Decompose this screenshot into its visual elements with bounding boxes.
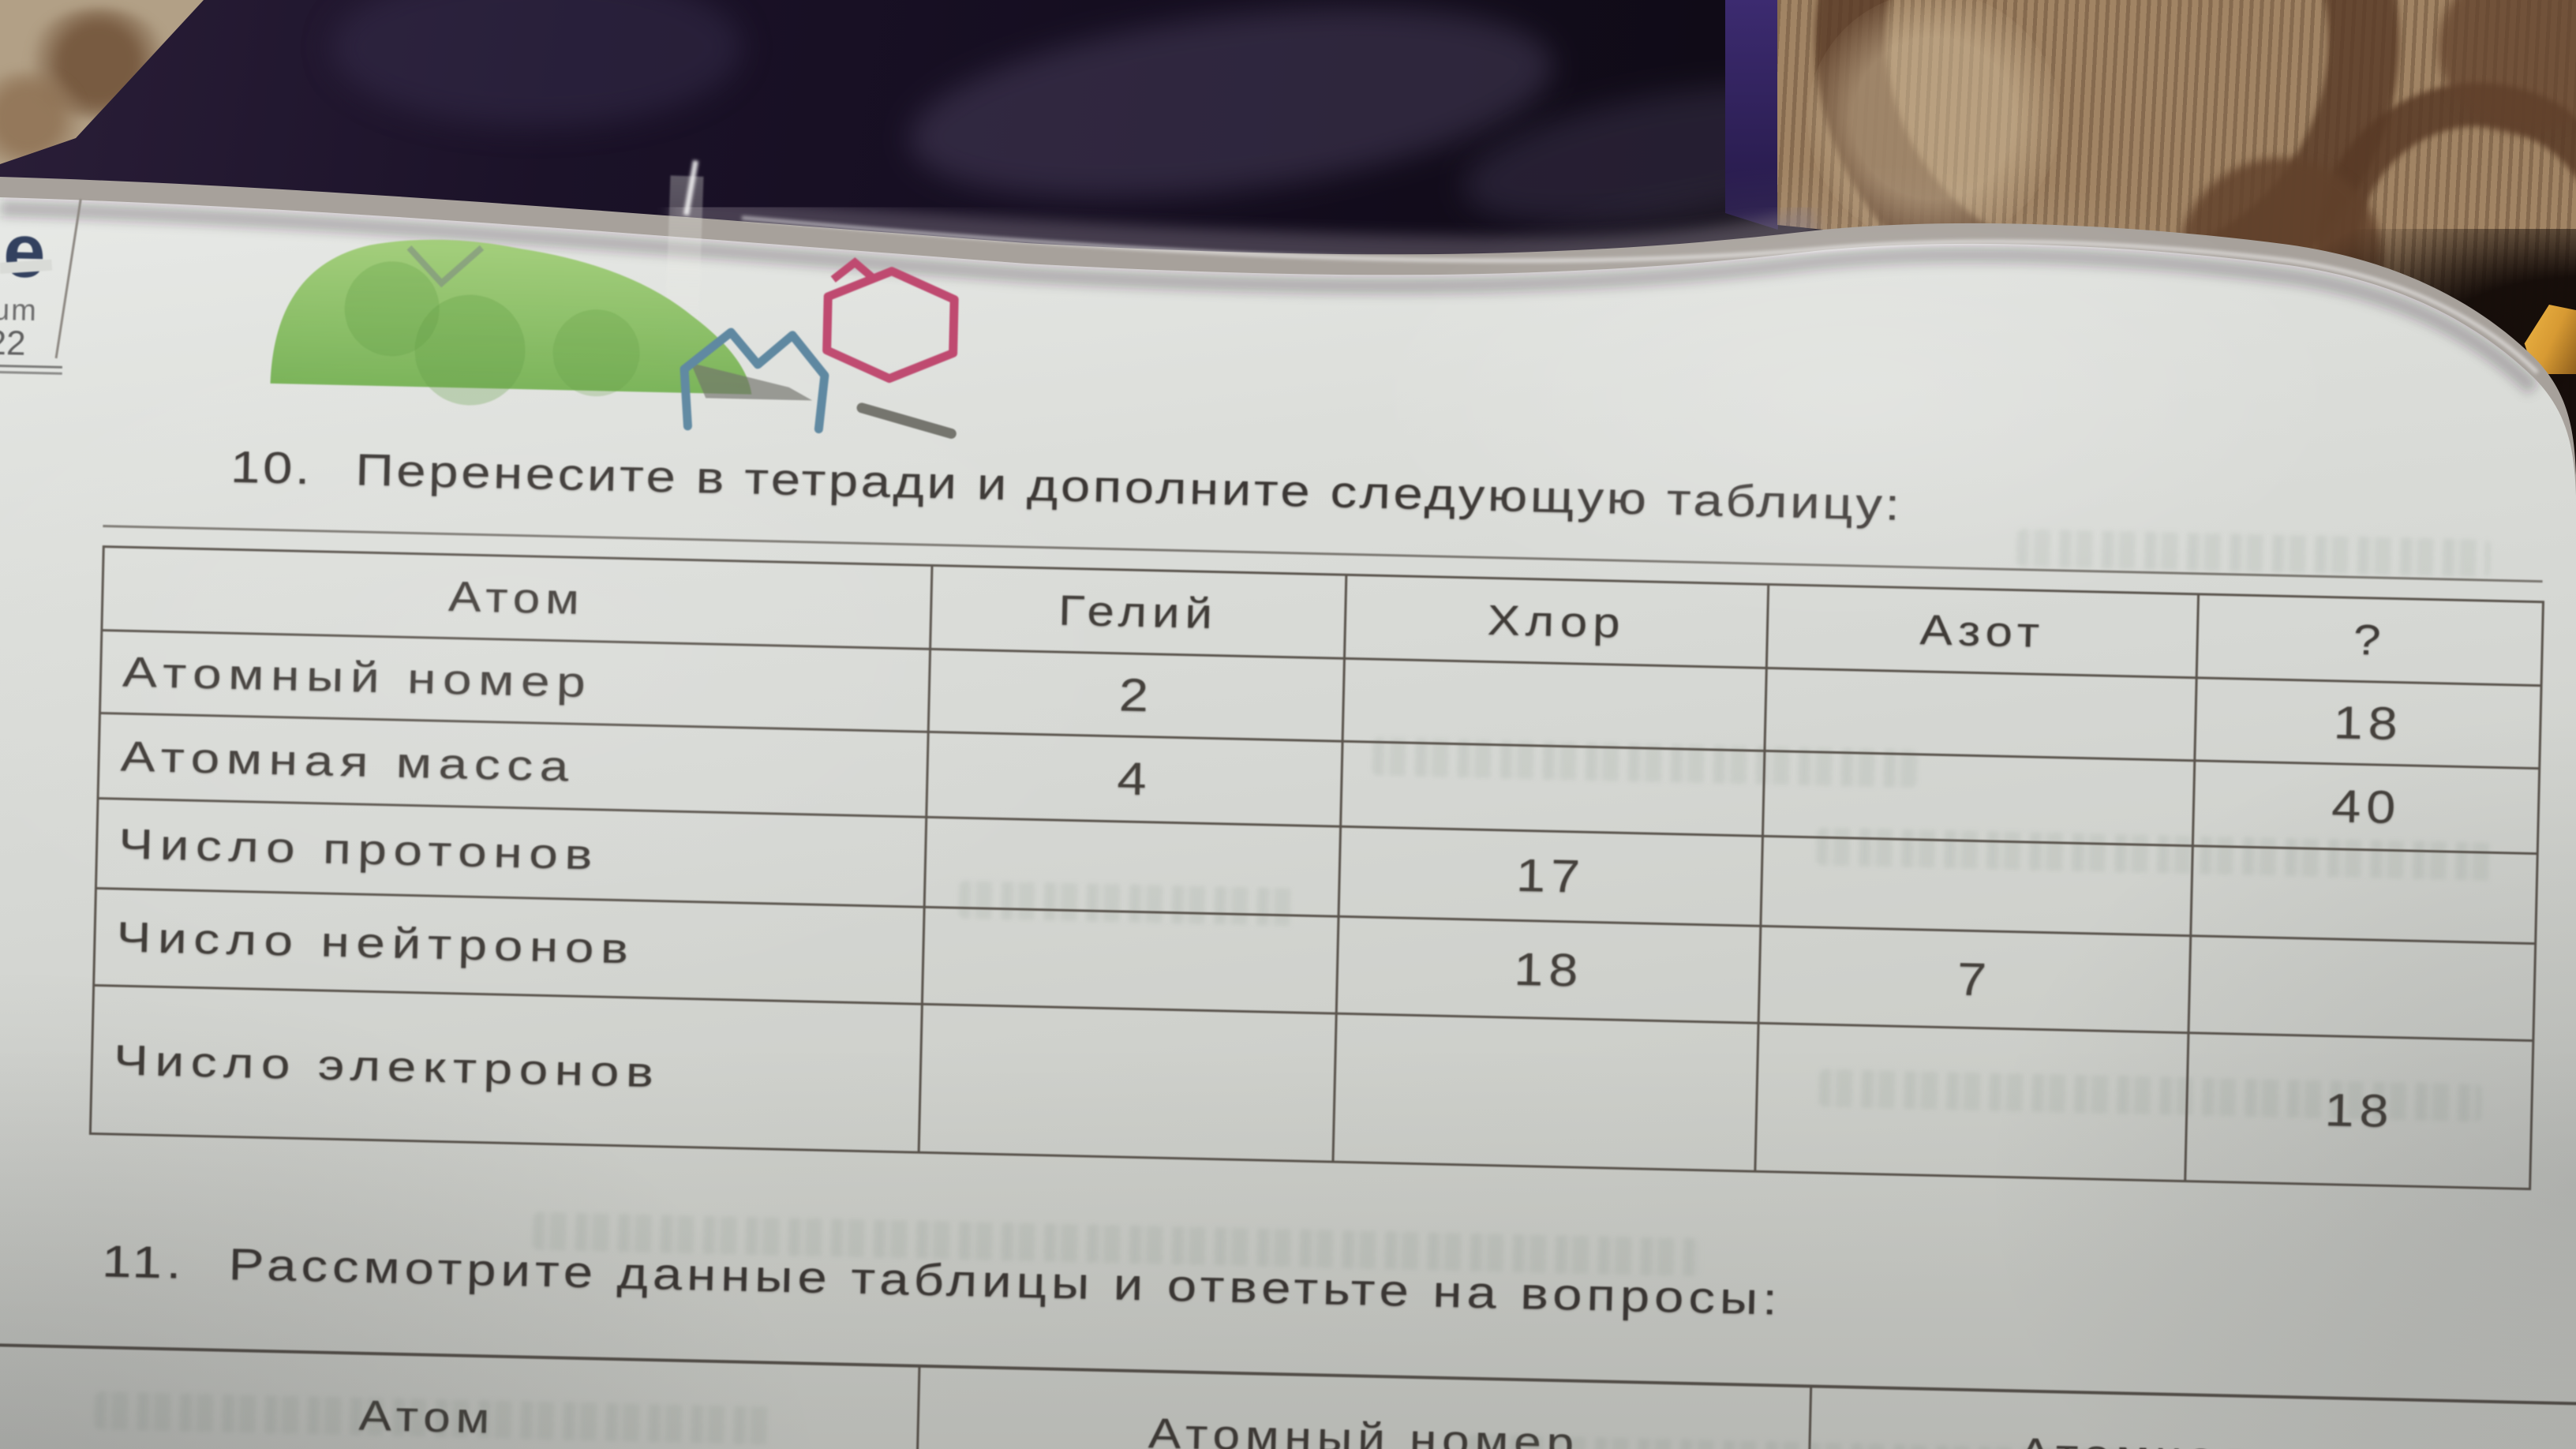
dome-texture: [552, 309, 640, 397]
task10-table: Атом Гелий Хлор Азот ? Атомный номер 2 1…: [88, 545, 2545, 1191]
table1-row-label: Число нейтронов: [95, 889, 926, 1005]
table1-cell: [1334, 1014, 1760, 1173]
dome-shadow: [691, 362, 813, 401]
dome-texture: [344, 261, 440, 357]
table2-header-atomic-number: Атомный номер: [915, 1367, 1813, 1449]
pink-hexagon-icon: [822, 267, 959, 384]
table1-cell: [923, 908, 1340, 1015]
table1-cell: [1765, 668, 2198, 762]
table1-cell: [1763, 751, 2196, 848]
table1-cell: 7: [1759, 927, 2192, 1035]
page-surface: [0, 197, 2576, 1449]
table1-cell: [925, 818, 1342, 918]
plastic-glare: [741, 215, 2539, 374]
table1-cell: 40: [2193, 762, 2541, 856]
table1-cell: 18: [1337, 917, 1762, 1024]
green-dome-graphic: [270, 239, 752, 395]
table1-row-label: Число электронов: [91, 986, 923, 1154]
table2-header-atomic-mass: Атомная масса: [1807, 1387, 2576, 1449]
table1-cell: [1342, 742, 1766, 837]
table1-header-nitrogen: Азот: [1767, 585, 2200, 680]
hexagon-hint-icon: [406, 245, 485, 288]
table1-cell: 4: [927, 732, 1344, 828]
task11-number: 11.: [101, 1236, 187, 1289]
dome-texture: [414, 294, 526, 406]
table1-header-unknown: ?: [2197, 595, 2544, 687]
page-edge-shadow: [0, 200, 2539, 395]
table1-cell: 18: [2196, 679, 2543, 770]
task10-number: 10.: [230, 441, 313, 495]
gray-dash-graphic: [856, 402, 957, 439]
table1-cell: 17: [1339, 827, 1764, 927]
table1-cell: [2189, 937, 2537, 1043]
table1-cell: 18: [2186, 1034, 2535, 1191]
page-header-decoration: [270, 239, 959, 439]
table1-cell: [2192, 847, 2539, 945]
table1-cell: 2: [929, 650, 1346, 743]
pink-hexagon-notch-icon: [830, 257, 878, 284]
fabric-fold: [331, 0, 742, 126]
table1-cell: [919, 1005, 1338, 1163]
table1-header-helium: Гелий: [931, 566, 1348, 660]
teal-hexagon-icon: [680, 328, 829, 434]
table1-cell: [1343, 659, 1768, 752]
table1-cell: [1762, 837, 2194, 938]
table1-header-chlorine: Хлор: [1345, 575, 1770, 669]
table1-cell: [1756, 1024, 2190, 1183]
